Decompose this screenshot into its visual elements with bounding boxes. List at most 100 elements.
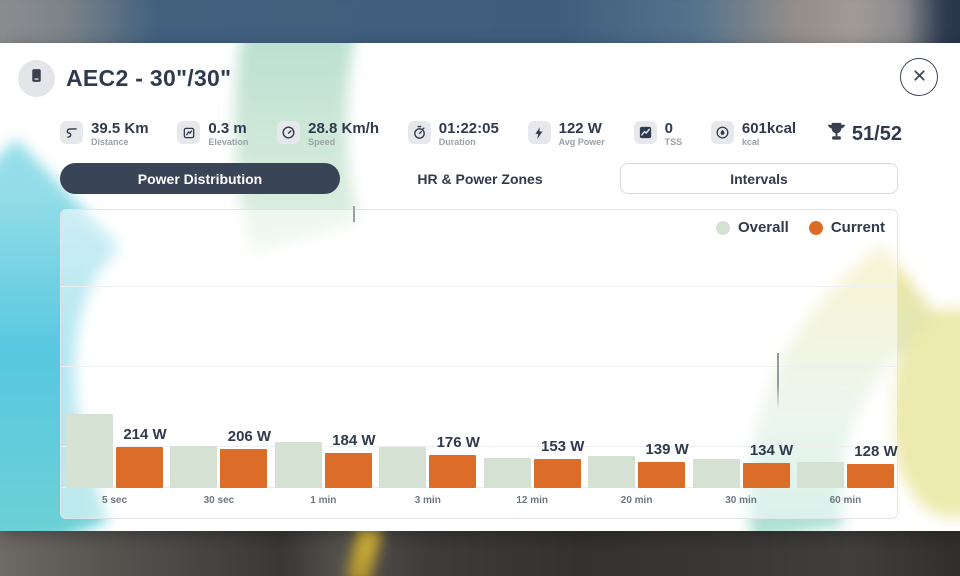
stat-item-duration: 01:22:05 Duration (407, 120, 499, 148)
header: AEC2 - 30"/30" (18, 56, 940, 100)
bar-category-label: 5 sec (101, 495, 128, 506)
legend-dot (715, 220, 730, 235)
bar-value-label: 206 W (227, 428, 272, 445)
bar-overall (274, 442, 322, 488)
stat-value: 0.3 m (208, 120, 247, 137)
stat-label: kcal (741, 137, 760, 147)
elevation-icon (177, 121, 201, 144)
bar-group-20-min: 139 W 20 min (588, 441, 689, 506)
bar-current (324, 453, 372, 488)
workout-avatar (18, 59, 55, 97)
bar-value-label: 176 W (436, 434, 480, 451)
workout-summary-card: AEC2 - 30"/30" 39.5 Km Distance 0.3 m Eleva… (0, 43, 960, 531)
close-button[interactable] (900, 58, 938, 96)
close-icon (911, 67, 928, 87)
bar-overall (796, 462, 844, 488)
bar-category-label: 20 min (620, 495, 653, 506)
tab-intervals[interactable]: Intervals (620, 163, 898, 194)
legend-item-overall: Overall (715, 219, 789, 236)
bar-value-label: 184 W (332, 432, 376, 449)
bar-category-label: 60 min (829, 495, 862, 506)
tab-label: HR & Power Zones (417, 170, 543, 187)
tab-power-distribution[interactable]: Power Distribution (60, 163, 340, 194)
bar-current (846, 464, 894, 488)
achievements-counter: 51/52 (825, 120, 902, 148)
speedometer-icon (277, 121, 301, 144)
stat-item-elevation: 0.3 m Elevation (177, 120, 248, 148)
bar-current (429, 455, 477, 488)
stat-item-distance: 39.5 Km Distance (60, 120, 149, 148)
stat-value: 601kcal (741, 120, 797, 137)
stat-item-tss: 0 TSS (633, 120, 683, 148)
legend-item-current: Current (808, 219, 885, 236)
legend-label: Current (830, 219, 885, 236)
stat-label: Elevation (208, 137, 249, 147)
bar-value-label: 128 W (854, 443, 898, 460)
stat-label: Duration (438, 137, 476, 147)
bar-current (220, 449, 268, 488)
bar-overall (692, 459, 740, 488)
bar-group-30-sec: 206 W 30 sec (170, 428, 271, 506)
lightning-icon (527, 121, 551, 144)
stat-item-avg-power: 122 W Avg Power (527, 120, 605, 148)
chart-legend: Overall Current (715, 219, 885, 236)
bar-group-60-min: 128 W 60 min (796, 443, 898, 506)
bar-overall (483, 458, 531, 488)
chart-cursor-line (777, 353, 779, 410)
bar-group-12-min: 153 W 12 min (483, 438, 584, 506)
tab-label: Intervals (730, 170, 788, 187)
legend-label: Overall (737, 219, 789, 236)
stat-value: 39.5 Km (91, 120, 149, 137)
stat-label: Distance (91, 137, 129, 147)
workout-title: AEC2 - 30"/30" (66, 64, 232, 91)
stat-value: 122 W (558, 120, 602, 137)
bar-category-label: 30 sec (203, 495, 235, 506)
bar-group-3-min: 176 W 3 min (379, 434, 480, 506)
gridline (61, 366, 897, 367)
bar-current (116, 447, 163, 488)
stat-value: 0 (664, 120, 673, 137)
bar-category-label: 1 min (310, 495, 337, 506)
bar-group-5-sec: 214 W 5 sec (66, 414, 167, 506)
bar-group-30-min: 134 W 30 min (692, 442, 793, 506)
bar-category-label: 30 min (725, 495, 757, 506)
legend-dot (808, 220, 823, 235)
calories-icon (710, 121, 734, 144)
stats-row: 39.5 Km Distance 0.3 m Elevation 28.8 Km/h Sp… (60, 117, 902, 151)
tab-label: Power Distribution (137, 170, 263, 187)
stopwatch-icon (407, 121, 431, 144)
tab-hr-power-zones[interactable]: HR & Power Zones (340, 163, 620, 194)
bar-overall (379, 447, 427, 488)
bars-area: 214 W 5 sec 206 W 30 sec 184 W 1 min 176 W 3 mi… (66, 414, 898, 506)
bar-overall (66, 414, 113, 488)
stat-label: TSS (664, 137, 683, 147)
bar-current (533, 459, 581, 488)
bar-current (742, 463, 790, 488)
bar-value-label: 134 W (749, 442, 794, 459)
bar-category-label: 12 min (516, 495, 549, 506)
bar-category-label: 3 min (414, 495, 441, 506)
power-curve-chart: Overall Current 214 W 5 sec 206 W 30 sec 184 … (60, 206, 898, 519)
bar-value-label: 139 W (645, 441, 689, 458)
route-icon (60, 121, 83, 144)
stat-value: 28.8 Km/h (308, 120, 379, 137)
bar-value-label: 153 W (541, 438, 585, 455)
bar-overall (170, 446, 218, 488)
bar-overall (588, 456, 636, 488)
stat-item-kcal: 601kcal kcal (710, 120, 797, 148)
stat-item-speed: 28.8 Km/h Speed (277, 120, 379, 148)
gridline (61, 286, 897, 287)
x-axis-line (61, 487, 897, 488)
trainer-device-icon (28, 67, 45, 89)
stat-label: Speed (308, 137, 336, 147)
bar-value-label: 214 W (123, 426, 167, 443)
stat-value: 01:22:05 (438, 120, 499, 137)
stat-label: Avg Power (558, 137, 605, 147)
interval-marker-tick (353, 206, 355, 222)
trophy-icon (825, 120, 848, 148)
tss-chart-icon (633, 121, 657, 144)
gridline (61, 446, 897, 447)
achievements-value: 51/52 (851, 122, 902, 145)
bar-group-1-min: 184 W 1 min (274, 432, 376, 506)
